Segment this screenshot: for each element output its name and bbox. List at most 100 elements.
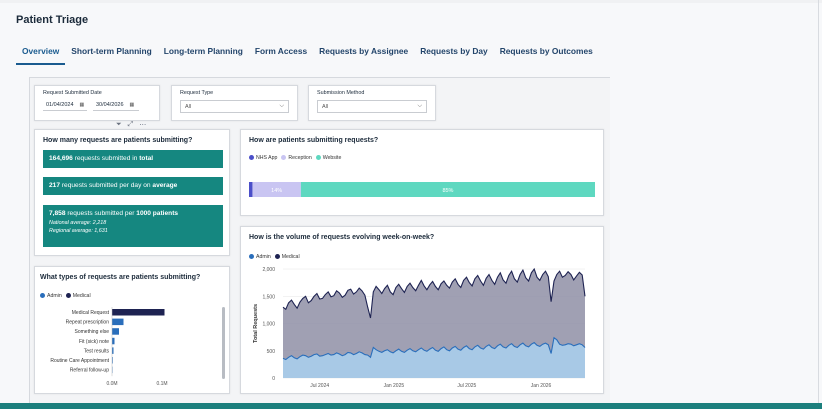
date-filter-card: Request Submitted Date 01/04/2024 ▦ 30/0… [34,85,160,121]
weekly-volume-area-chart: 0 500 1,000 1,500 2,000 Total Requests Jul 202… [253,267,586,389]
date-filter-label: Request Submitted Date [43,90,102,96]
legend-label: Website [322,155,342,161]
legend-item-nhs-app[interactable]: NHS App [249,155,277,161]
kpi-total: 164,696 requests submitted in total [43,150,223,168]
area-admin [283,337,585,378]
x-tick-label: Jul 2024 [310,383,329,389]
date-from-value: 01/04/2024 [46,102,74,108]
bar-admin [112,328,119,335]
legend-dot [65,293,71,299]
tab-long-term-planning[interactable]: Long-term Planning [163,46,243,56]
calendar-icon[interactable]: ▦ [129,102,135,108]
submission-method-value: All [322,103,329,110]
x-tick-label: 0.1M [156,381,167,387]
legend-dot [40,293,45,299]
x-tick-label: Jan 2025 [384,383,405,389]
category-label: Routine Care Appointment [50,358,109,364]
kpi-total-text: requests submitted in [74,155,138,162]
legend-item-medical[interactable]: Medical [274,254,300,260]
weekly-chart-title: How is the volume of requests evolving w… [249,234,435,241]
filter-icon[interactable]: ⏷ [116,121,122,128]
legend-item-reception[interactable]: Reception [281,155,312,161]
right-border [818,0,819,409]
kpi-national-average: National average: 2,218 [49,220,107,226]
x-tick-label: Jul 2025 [457,383,476,389]
x-tick-label: Jan 2026 [531,383,552,389]
kpi-card-title: How many requests are patients submittin… [43,137,193,144]
kpi-per-day-text: requests submitted per day on [61,182,151,189]
visual-header-icons: ⏷ ⤢ ⋯ [116,121,146,129]
legend-item-website[interactable]: Website [315,155,342,161]
weekly-chart-legend: Admin Medical [249,254,300,260]
kpi-card: How many requests are patients submittin… [34,129,230,256]
tab-requests-by-day[interactable]: Requests by Day [420,46,488,56]
kpi-total-emph: total [139,155,154,162]
scrollbar-thumb [222,307,225,379]
legend-dot [315,155,321,161]
page-title: Patient Triage [16,14,89,26]
legend-item-admin[interactable]: Admin [249,254,271,260]
date-to-input[interactable]: 30/04/2026 ▦ [93,100,139,111]
y-tick-label: 0 [272,376,275,382]
bar-website [300,182,595,197]
submission-method-filter-card: Submission Method All ⌵ [308,85,436,121]
y-tick-label: 2,000 [262,267,275,273]
request-types-legend: Admin Medical [40,293,91,299]
category-label: Something else [75,329,110,335]
kpi-per-day: 217 requests submitted per day on averag… [43,177,223,195]
bottom-bar [0,403,822,409]
bar-reception [252,182,301,197]
bar-admin [112,337,115,345]
bar-medical [112,309,165,316]
calendar-icon[interactable]: ▦ [79,102,85,108]
submission-method-chart-card: How are patients submitting requests? NH… [240,129,604,216]
date-from-input[interactable]: 01/04/2024 ▦ [43,100,87,111]
legend-dot [281,155,287,161]
bar-admin [112,347,114,354]
tab-overview[interactable]: Overview [16,44,66,65]
request-types-chart-card: What types of requests are patients subm… [34,266,230,394]
kpi-per-1000-value: 7,858 [49,210,66,217]
kpi-per-1000-text: requests submitted per [67,210,135,217]
submission-method-select[interactable]: All ⌵ [317,100,427,113]
bar-admin [112,357,113,364]
legend-item-medical[interactable]: Medical [65,293,91,299]
date-to-value: 30/04/2026 [96,102,124,108]
category-label: Medical Request [72,310,110,316]
bar-nhs-app [249,182,253,197]
x-tick-label: 0.0M [106,381,117,387]
tab-form-access[interactable]: Form Access [254,46,308,56]
y-tick-label: 1,500 [262,294,275,300]
more-options-icon[interactable]: ⋯ [139,122,147,129]
category-label: Referral follow-up [70,368,109,374]
kpi-per-day-emph: average [152,182,178,189]
request-type-label: Request Type [180,90,214,96]
request-types-bar-chart: Medical Request Repeat prescription Someth… [50,307,225,387]
legend-dot [274,254,280,260]
submission-chart-title: How are patients submitting requests? [249,137,379,144]
legend-label: NHS App [256,155,278,161]
request-type-value: All [185,103,192,110]
kpi-per-1000: 7,858 requests submitted per 1000 patien… [43,205,223,247]
category-label: Repeat prescription [66,320,110,326]
tab-short-term-planning[interactable]: Short-term Planning [71,46,152,56]
data-label: 14% [271,188,282,194]
kpi-regional-average: Regional average: 1,631 [49,228,108,234]
category-label: Test results [84,348,110,354]
request-type-filter-card: Request Type All ⌵ [171,85,298,121]
kpi-total-value: 164,696 [49,155,73,162]
kpi-per-1000-emph: 1000 patients [136,210,179,217]
legend-label: Medical [72,293,91,299]
legend-label: Admin [47,293,62,299]
request-type-select[interactable]: All ⌵ [180,100,289,113]
focus-mode-icon[interactable]: ⤢ [127,121,134,128]
legend-dot [249,254,254,260]
tab-requests-by-assignee[interactable]: Requests by Assignee [319,46,409,56]
legend-item-admin[interactable]: Admin [40,293,62,299]
kpi-per-day-value: 217 [49,182,61,189]
tab-requests-by-outcomes[interactable]: Requests by Outcomes [499,46,593,56]
legend-label: Reception [288,155,312,161]
legend-label: Medical [281,254,300,260]
submission-method-label: Submission Method [317,90,365,96]
legend-label: Admin [256,254,271,260]
